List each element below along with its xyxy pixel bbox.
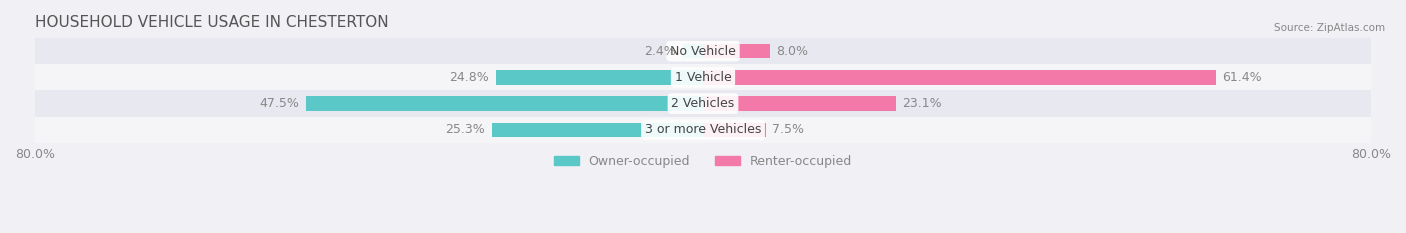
Text: 1 Vehicle: 1 Vehicle (675, 71, 731, 84)
Bar (703, 44, 770, 58)
Bar (35, 38, 1371, 64)
Bar (703, 96, 896, 111)
Bar (703, 70, 1216, 85)
Text: 61.4%: 61.4% (1222, 71, 1263, 84)
Text: 24.8%: 24.8% (450, 71, 489, 84)
Bar (35, 64, 1371, 90)
Text: 7.5%: 7.5% (772, 123, 804, 136)
Legend: Owner-occupied, Renter-occupied: Owner-occupied, Renter-occupied (548, 150, 858, 173)
Text: 25.3%: 25.3% (446, 123, 485, 136)
Text: Source: ZipAtlas.com: Source: ZipAtlas.com (1274, 23, 1385, 33)
Bar (683, 44, 703, 58)
Bar (35, 90, 1371, 117)
Text: HOUSEHOLD VEHICLE USAGE IN CHESTERTON: HOUSEHOLD VEHICLE USAGE IN CHESTERTON (35, 15, 388, 30)
Bar (492, 123, 703, 137)
Text: 8.0%: 8.0% (776, 45, 808, 58)
Text: 47.5%: 47.5% (260, 97, 299, 110)
Bar (35, 117, 1371, 143)
Text: No Vehicle: No Vehicle (671, 45, 735, 58)
Bar (307, 96, 703, 111)
Bar (496, 70, 703, 85)
Bar (703, 123, 766, 137)
Text: 2 Vehicles: 2 Vehicles (672, 97, 734, 110)
Text: 2.4%: 2.4% (644, 45, 676, 58)
Text: 3 or more Vehicles: 3 or more Vehicles (645, 123, 761, 136)
Text: 23.1%: 23.1% (903, 97, 942, 110)
